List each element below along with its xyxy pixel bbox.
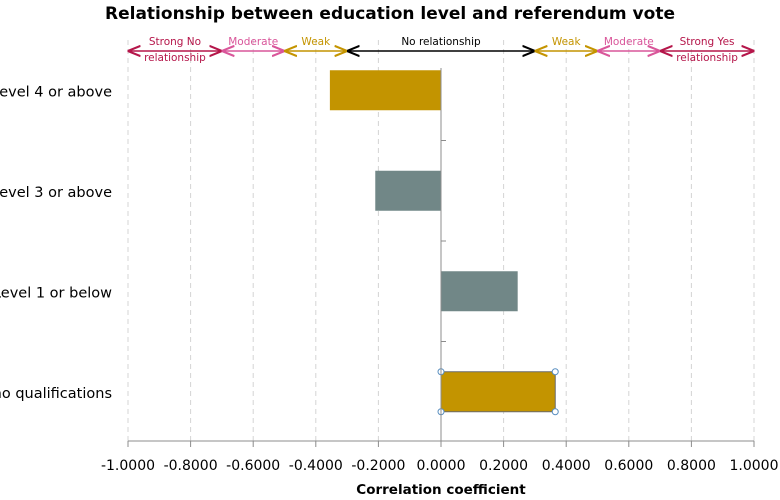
x-tick-label-8: 0.6000 — [604, 458, 653, 474]
annotation-label2-0: relationship — [144, 52, 206, 64]
x-tick-label-4: -0.2000 — [351, 458, 405, 474]
x-tick-label-0: -1.0000 — [101, 458, 155, 474]
x-axis-title: Correlation coefficient — [356, 482, 526, 498]
x-tick-label-1: -0.8000 — [164, 458, 218, 474]
annotation-label2-6: relationship — [676, 52, 738, 64]
bar-1 — [375, 170, 441, 211]
x-tick-label-7: 0.4000 — [542, 458, 591, 474]
range-annotations: Strong No relationship Moderate Weak No rela… — [129, 36, 753, 64]
x-tick-label-5: 0.0000 — [417, 458, 466, 474]
x-tick-label-6: 0.2000 — [479, 458, 528, 474]
category-label-0: Level 4 or above — [0, 84, 112, 100]
axes — [127, 68, 755, 447]
x-tick-label-10: 1.0000 — [730, 458, 779, 474]
category-label-1: Level 3 or above — [0, 185, 112, 201]
selection-handle-3 — [551, 408, 559, 416]
annotation-label-3: No relationship — [401, 36, 481, 48]
annotation-label-6: Strong Yes — [680, 36, 735, 48]
annotation-label-5: Moderate — [604, 36, 654, 48]
x-tick-label-2: -0.6000 — [226, 458, 280, 474]
selection-handle-2 — [551, 368, 559, 376]
category-label-2: Level 1 or below — [0, 285, 112, 301]
annotation-label-1: Moderate — [228, 36, 278, 48]
gridlines — [127, 40, 755, 441]
bar-2 — [441, 271, 518, 312]
labels: Level 4 or above Level 3 or above Level 1 … — [0, 84, 779, 498]
bars — [329, 70, 559, 416]
x-tick-label-9: 0.8000 — [667, 458, 716, 474]
annotation-label-4: Weak — [552, 36, 582, 48]
bar-3 — [441, 371, 556, 412]
annotation-label-0: Strong No — [149, 36, 201, 48]
bar-0 — [329, 70, 441, 111]
x-tick-label-3: -0.4000 — [289, 458, 343, 474]
category-label-3: no qualifications — [0, 386, 112, 402]
chart-title: Relationship between education level and… — [105, 4, 675, 24]
annotation-label-2: Weak — [301, 36, 331, 48]
